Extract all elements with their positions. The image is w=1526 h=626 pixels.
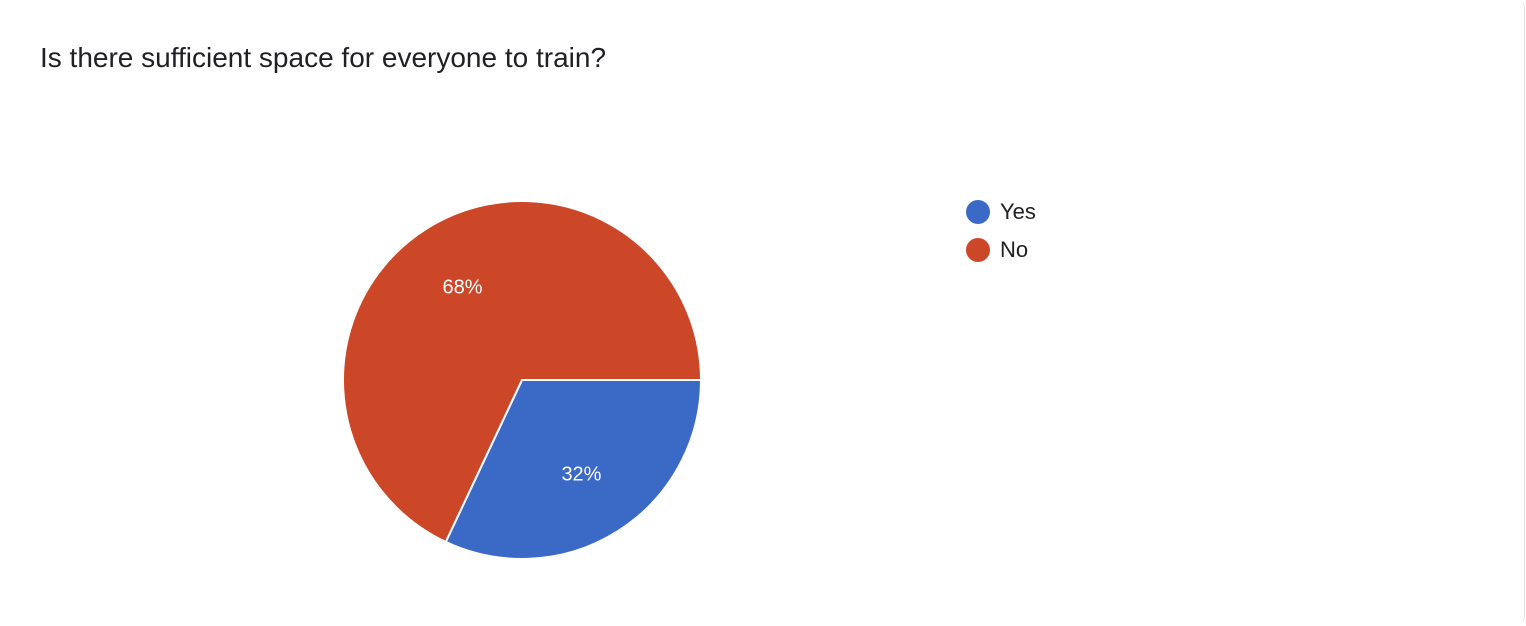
pie-slice-no (342, 200, 703, 544)
legend-item-no: No (966, 237, 1028, 263)
legend-swatch-no (966, 238, 990, 262)
chart-title: Is there sufficient space for everyone t… (40, 42, 607, 73)
legend-item-yes: Yes (966, 199, 1036, 225)
slice-label-yes: 32% (561, 464, 601, 486)
legend-label-yes: Yes (1000, 199, 1036, 224)
legend-swatch-yes (966, 200, 990, 224)
legend-label-no: No (1000, 237, 1029, 262)
pie-slice-yes (444, 379, 703, 560)
slice-label-no: 68% (443, 276, 483, 298)
